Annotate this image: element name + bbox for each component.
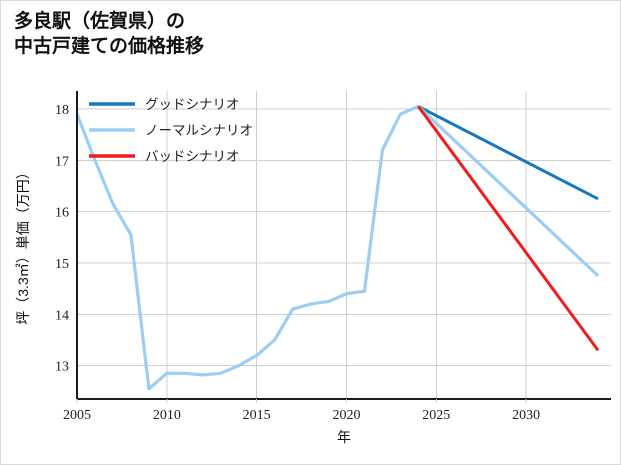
x-tick-label: 2010 [153, 408, 181, 423]
legend-label-2: バッドシナリオ [145, 149, 240, 164]
series-line-2 [417, 105, 600, 352]
x-tick-label: 2005 [63, 408, 91, 423]
page-title: 多良駅（佐賀県）の 中古戸建ての価格推移 [14, 11, 205, 58]
legend-label-0: グッドシナリオ [145, 97, 240, 112]
y-axis-tick-labels: 13 14 15 16 17 18 [55, 103, 69, 375]
y-tick-label: 18 [55, 103, 69, 118]
y-tick-label: 14 [55, 308, 69, 323]
y-tick-label: 15 [55, 257, 69, 272]
x-tick-label: 2020 [332, 408, 360, 423]
y-axis-title: 坪（3.3㎡）単価（万円） [15, 165, 31, 324]
x-tick-label: 2025 [422, 408, 450, 423]
x-tick-label: 2015 [243, 408, 271, 423]
data-series [75, 104, 600, 391]
x-axis-tick-labels: 2005 2010 2015 2020 2025 2030 [63, 399, 540, 423]
legend-label-1: ノーマルシナリオ [145, 123, 253, 138]
y-tick-label: 16 [55, 206, 69, 221]
series-line-1 [75, 104, 600, 391]
series-line-0 [417, 105, 599, 201]
y-tick-label: 17 [55, 154, 69, 169]
x-tick-label: 2030 [512, 408, 540, 423]
x-axis-title: 年 [337, 429, 351, 445]
y-tick-label: 13 [55, 360, 69, 375]
